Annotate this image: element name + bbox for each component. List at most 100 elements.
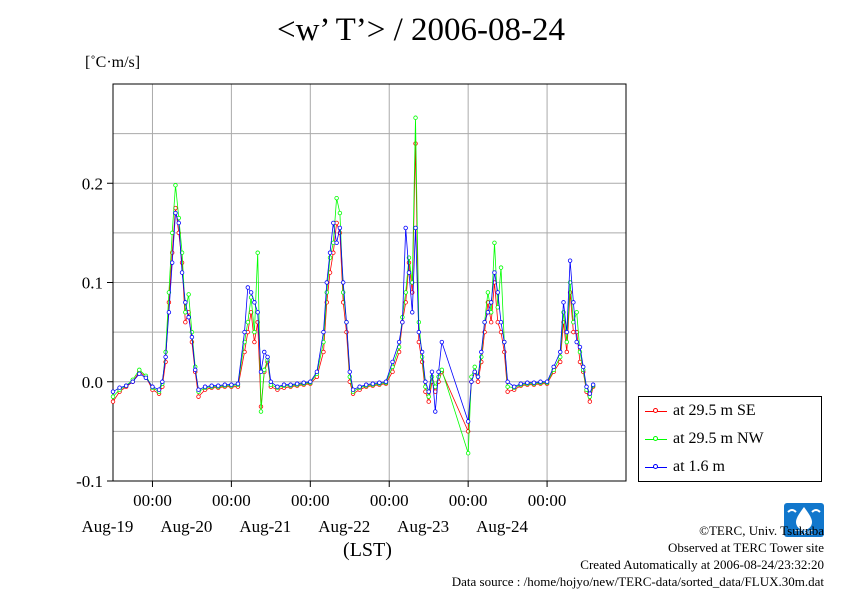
data-point	[176, 220, 181, 226]
data-point	[502, 339, 507, 345]
data-point	[416, 329, 422, 335]
x-date-label: Aug-21	[239, 517, 291, 536]
data-point	[179, 270, 185, 275]
data-point	[564, 349, 570, 355]
data-point	[426, 399, 431, 404]
y-tick-label: 0.2	[82, 174, 103, 193]
y-tick-label: 0.0	[82, 373, 103, 392]
legend-item-nw: at 29.5 m NW	[645, 429, 764, 449]
data-point	[574, 339, 579, 345]
legend-symbol-se	[645, 406, 667, 416]
data-point	[321, 349, 326, 355]
data-point	[485, 290, 491, 295]
data-point	[410, 310, 415, 315]
x-date-label: Aug-24	[476, 517, 528, 536]
data-point	[308, 379, 313, 384]
data-point	[344, 320, 349, 325]
data-point	[186, 315, 191, 320]
data-point	[590, 382, 596, 387]
data-point	[252, 300, 257, 305]
x-tick-label: 00:00	[370, 491, 409, 510]
data-point	[574, 310, 579, 315]
data-point	[337, 225, 343, 231]
data-point	[475, 374, 481, 379]
data-point	[189, 334, 195, 340]
data-point	[143, 375, 149, 380]
data-point	[179, 260, 185, 265]
data-point	[492, 270, 497, 275]
data-point	[377, 380, 382, 385]
series-line-1	[112, 117, 594, 454]
data-point	[544, 379, 550, 384]
created-text: Created Automatically at 2006-08-24/23:3…	[580, 557, 824, 572]
data-point	[275, 384, 280, 389]
credits: ©TERC, Univ. Tsukuba Observed at TERC To…	[452, 522, 824, 590]
data-point	[406, 270, 412, 275]
data-point	[479, 349, 484, 355]
data-point	[571, 300, 576, 305]
data-point	[531, 380, 537, 385]
legend-symbol-1-6m	[645, 462, 667, 472]
y-tick-label: -0.1	[76, 472, 103, 491]
data-point	[252, 339, 257, 345]
data-point	[357, 384, 362, 389]
data-point	[383, 379, 389, 384]
data-point	[525, 380, 530, 385]
data-point	[485, 310, 491, 315]
data-point	[429, 369, 435, 375]
data-point	[423, 379, 428, 384]
data-point	[255, 250, 260, 255]
data-point	[327, 250, 333, 255]
data-point	[110, 399, 116, 404]
data-point	[498, 265, 504, 270]
data-point	[340, 280, 346, 285]
data-point	[439, 367, 445, 373]
data-point	[183, 310, 188, 315]
data-point	[137, 371, 142, 377]
legend-item-1-6m: at 1.6 m	[645, 457, 725, 477]
data-point	[492, 240, 497, 245]
data-point	[558, 359, 563, 365]
chart-title: <w’ T’> / 2006-08-24	[276, 12, 566, 48]
data-point	[465, 419, 471, 424]
x-tick-label: 00:00	[133, 491, 172, 510]
data-point	[403, 290, 408, 295]
data-point	[364, 382, 369, 387]
x-date-label: Aug-22	[318, 517, 370, 536]
data-point	[465, 451, 471, 456]
legend-label-se: at 29.5 m SE	[673, 402, 756, 419]
data-point	[390, 359, 395, 365]
data-point	[350, 387, 356, 392]
data-point	[173, 183, 178, 188]
data-point	[538, 379, 543, 384]
unit-label: [˚C·m/s]	[85, 54, 141, 71]
data-point	[209, 383, 214, 388]
data-point	[370, 381, 375, 386]
data-point	[433, 384, 438, 389]
x-date-label: Aug-19	[81, 517, 133, 536]
data-point	[281, 382, 287, 387]
legend-label-nw: at 29.5 m NW	[673, 430, 764, 447]
data-point	[334, 195, 339, 201]
data-point	[268, 379, 274, 384]
data-point	[258, 369, 264, 375]
x-tick-label: 00:00	[449, 491, 488, 510]
data-point	[413, 225, 418, 231]
logo-text: TERC	[794, 529, 813, 537]
data-point	[324, 290, 329, 295]
x-tick-label: 00:00	[212, 491, 251, 510]
data-point	[130, 379, 135, 384]
data-point	[156, 387, 162, 392]
legend: at 29.5 m SE at 29.5 m NW at 1.6 m	[638, 396, 822, 482]
data-point	[400, 320, 405, 325]
data-point	[137, 367, 142, 373]
data-point	[433, 409, 438, 414]
data-point	[166, 310, 172, 315]
data-point	[419, 349, 425, 355]
data-point	[324, 280, 329, 285]
data-point	[436, 369, 441, 375]
observed-text: Observed at TERC Tower site	[667, 540, 824, 555]
data-point	[301, 380, 306, 385]
data-point	[235, 381, 241, 386]
data-point	[288, 382, 293, 387]
